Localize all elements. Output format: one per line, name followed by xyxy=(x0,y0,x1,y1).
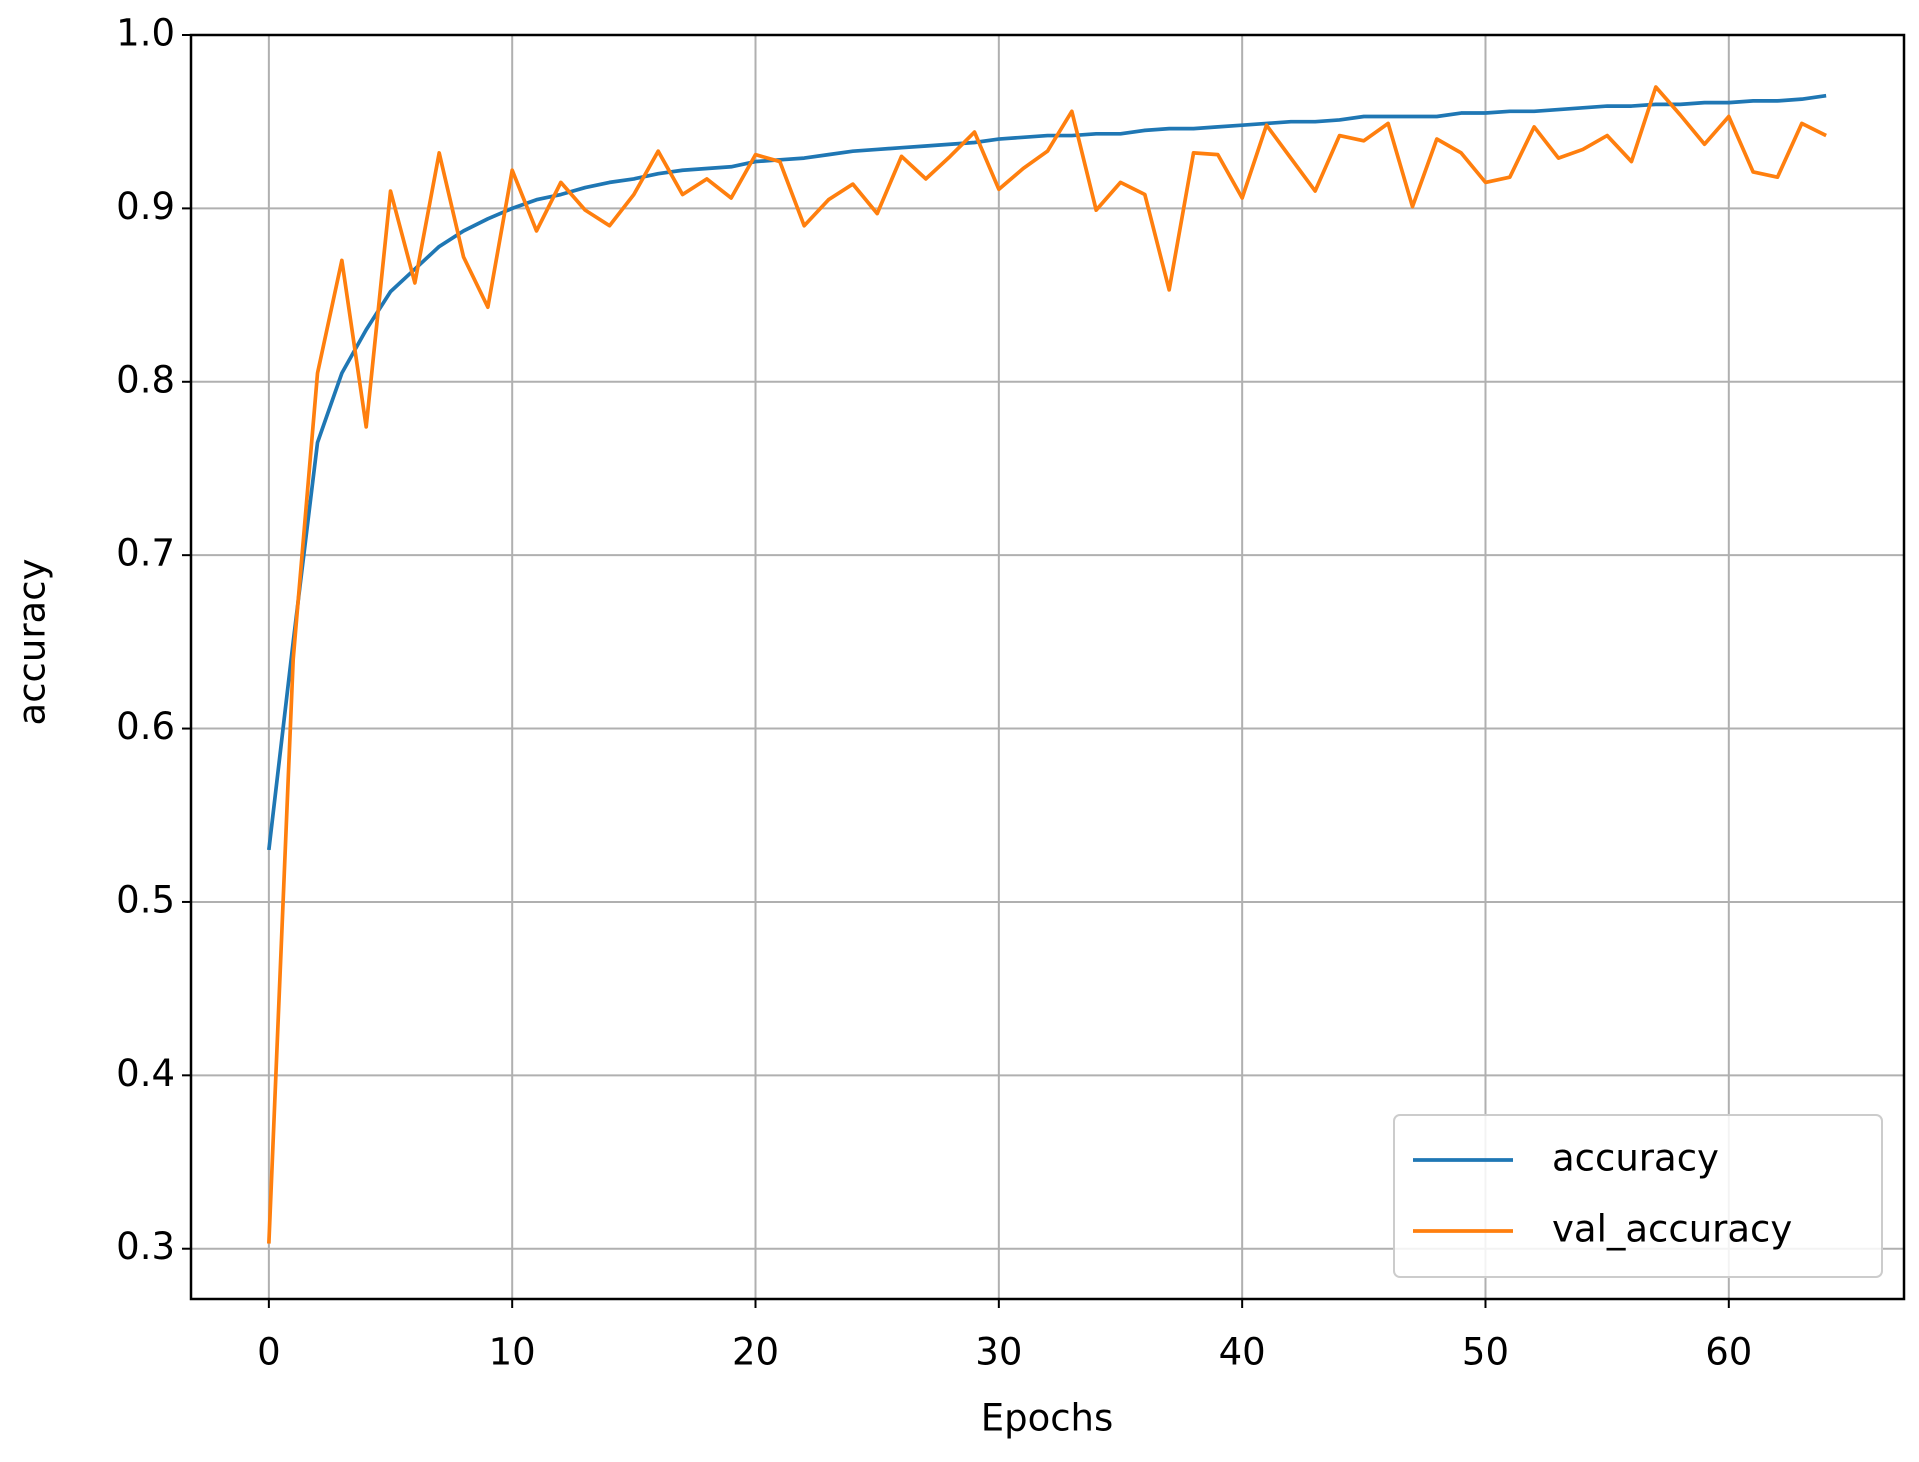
y-tick-label: 0.3 xyxy=(116,1225,175,1268)
x-axis-label: Epochs xyxy=(981,1397,1114,1440)
y-axis-label: accuracy xyxy=(11,559,54,726)
y-tick-label: 0.4 xyxy=(116,1052,175,1095)
y-tick-label: 0.7 xyxy=(116,532,175,575)
x-tick-label: 50 xyxy=(1462,1331,1509,1374)
y-tick-label: 0.9 xyxy=(116,185,175,228)
data-line xyxy=(267,93,1827,851)
x-tick-label: 20 xyxy=(732,1331,779,1374)
x-tick-label: 40 xyxy=(1219,1331,1266,1374)
plot-frame xyxy=(189,33,1906,1301)
x-tick-label: 60 xyxy=(1705,1331,1752,1374)
y-tick-label: 0.6 xyxy=(116,705,175,748)
x-tick-label: 10 xyxy=(489,1331,536,1374)
y-tick-label: 0.8 xyxy=(116,358,175,401)
y-tick-label: 0.5 xyxy=(116,878,175,921)
data-line xyxy=(267,85,1827,1244)
legend-label: accuracy xyxy=(1552,1137,1719,1180)
y-tick-label: 1.0 xyxy=(116,12,175,55)
x-tick-label: 0 xyxy=(257,1331,281,1374)
legend-label: val_accuracy xyxy=(1552,1208,1792,1251)
x-tick-label: 30 xyxy=(975,1331,1022,1374)
legend-box xyxy=(1393,1114,1883,1278)
